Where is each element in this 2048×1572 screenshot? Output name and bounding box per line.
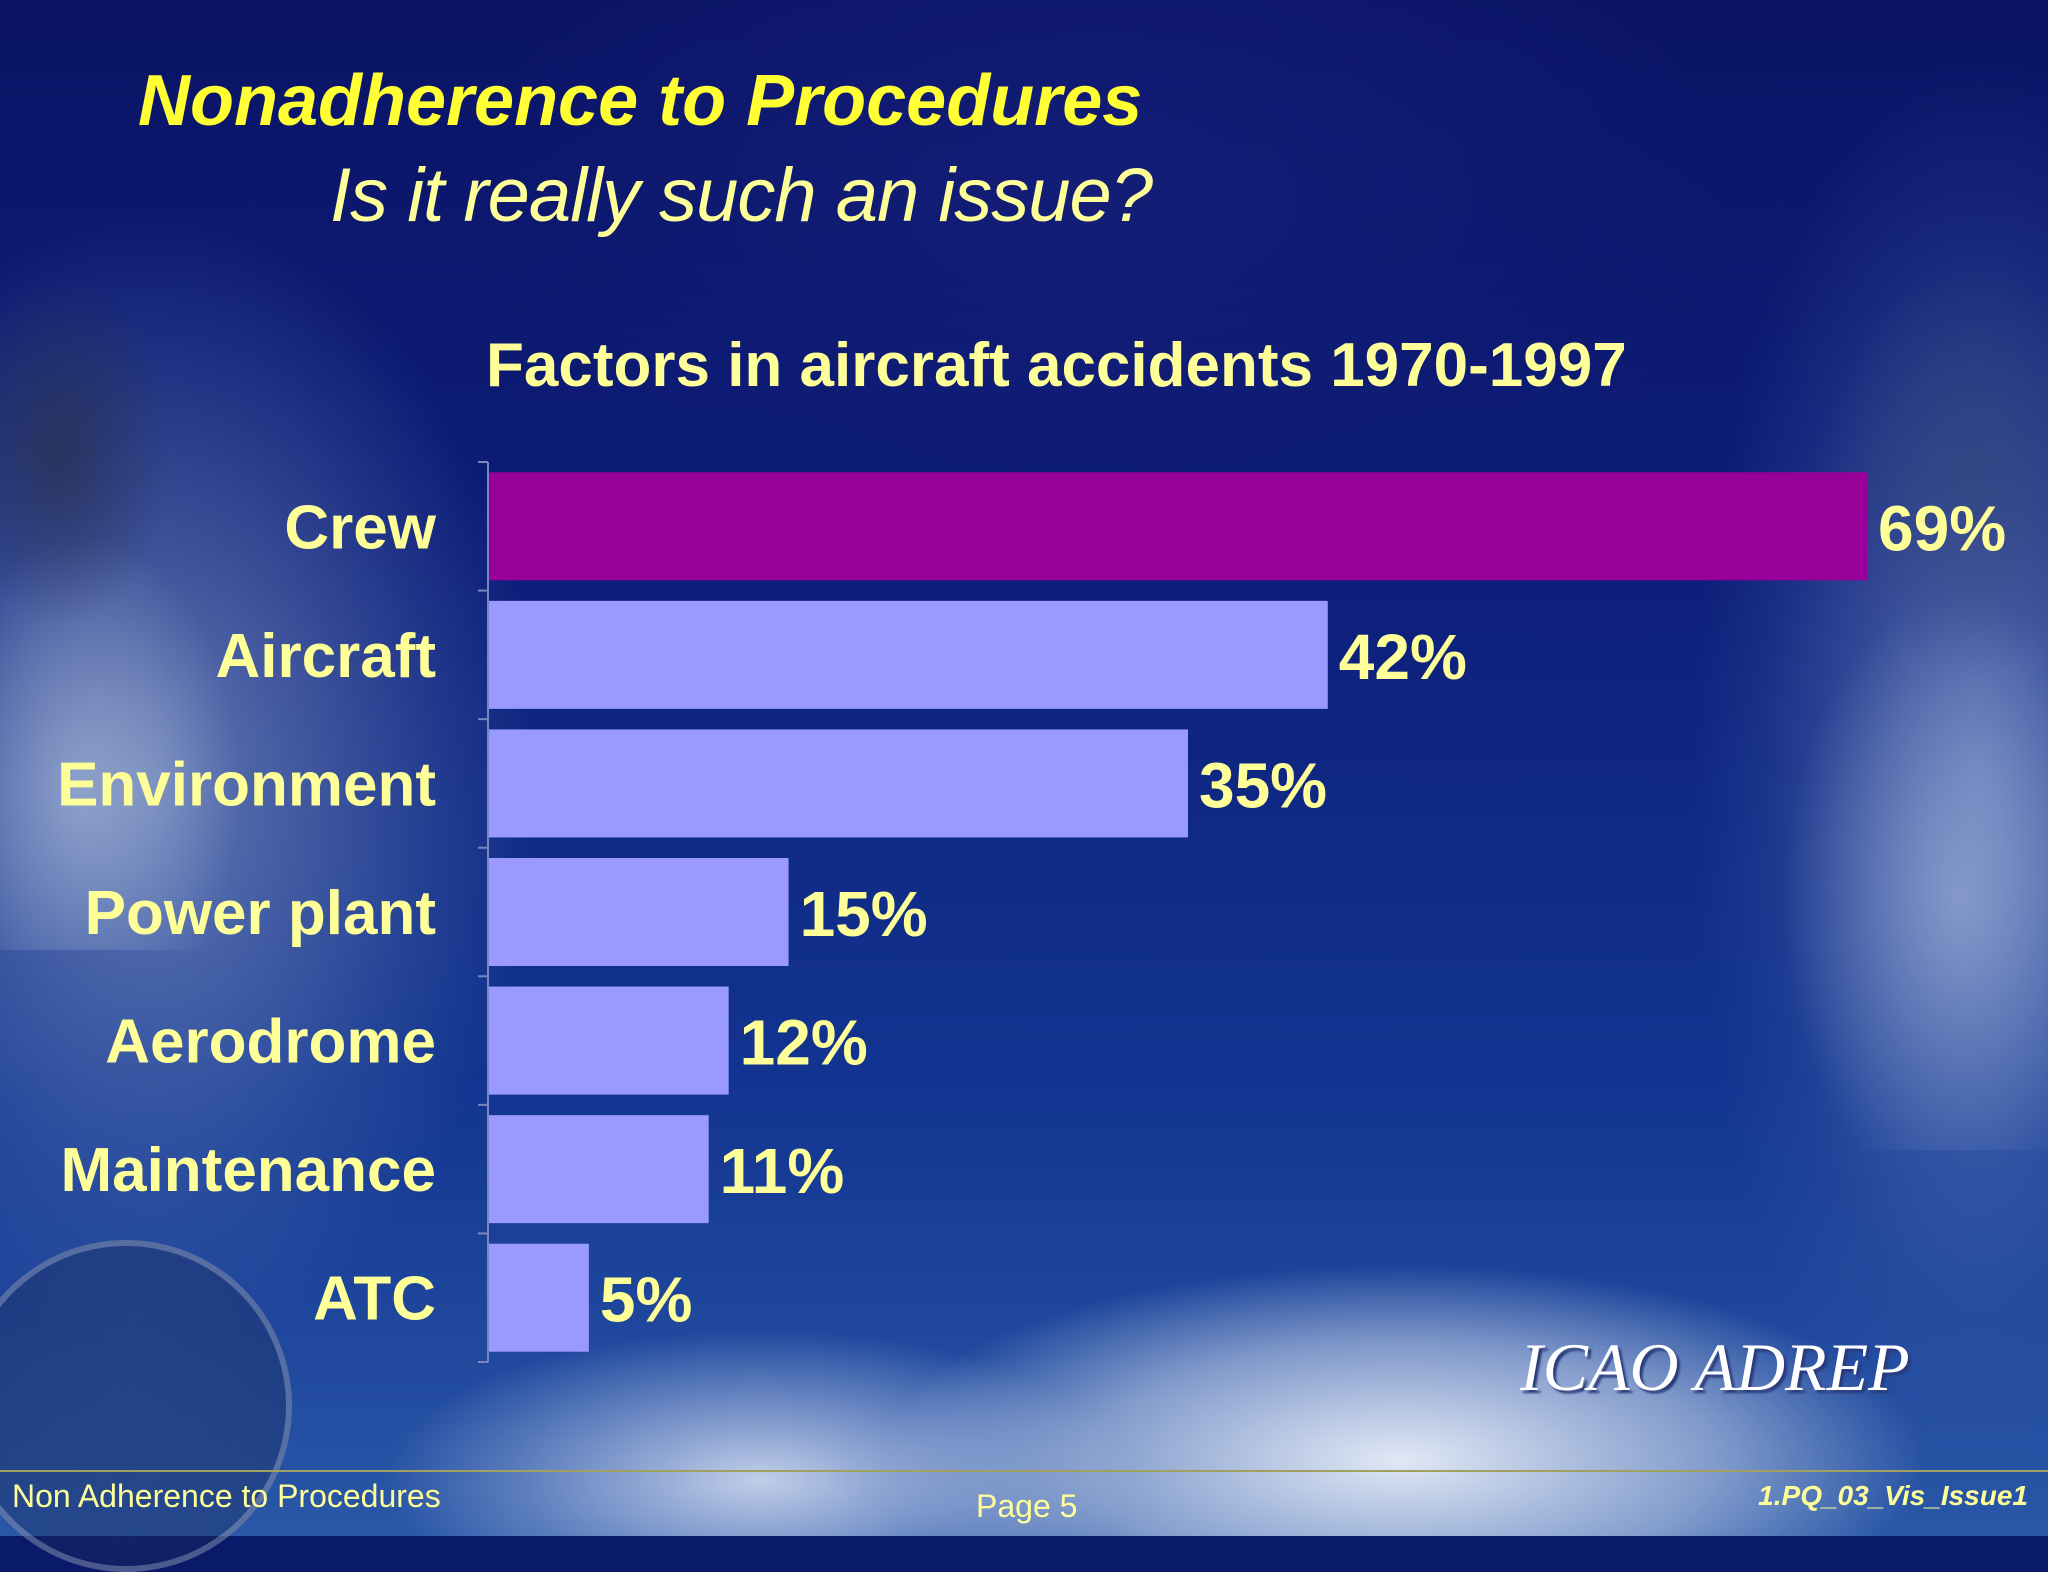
bar-atc xyxy=(489,1243,589,1352)
bar-environment xyxy=(489,729,1188,838)
category-label: Power plant xyxy=(85,879,436,948)
slide-title: Nonadherence to Procedures xyxy=(138,61,1143,141)
document-id: 1.PQ_03_Vis_Issue1 xyxy=(1758,1480,2028,1511)
category-label: Environment xyxy=(57,750,436,819)
category-label: Aircraft xyxy=(215,622,436,691)
page-number: Page 5 xyxy=(976,1488,1078,1524)
bar-aircraft xyxy=(489,600,1328,709)
bar-power-plant xyxy=(489,858,789,966)
category-label: Aerodrome xyxy=(105,1008,436,1077)
chart-axis xyxy=(478,461,489,1363)
pilot-left-photo xyxy=(0,230,260,950)
chart-bars xyxy=(489,472,1867,1352)
source-label: ICAO ADREP xyxy=(1520,1329,1910,1405)
bar-aerodrome xyxy=(489,986,729,1095)
value-label: 5% xyxy=(600,1264,693,1336)
value-label: 12% xyxy=(740,1007,868,1079)
footer-divider xyxy=(0,1470,2048,1472)
slide-subtitle: Is it really such an issue? xyxy=(330,153,1153,238)
category-label: ATC xyxy=(313,1265,436,1334)
pilot-right-photo xyxy=(1740,250,2048,1150)
chart-labels: Crew 69% Aircraft 42% Environment 35% Power pl… xyxy=(57,492,2006,1335)
chart-title: Factors in aircraft accidents 1970-1997 xyxy=(486,331,1627,400)
bar-crew xyxy=(489,472,1867,581)
value-label: 42% xyxy=(1339,621,1467,693)
value-label: 35% xyxy=(1199,749,1327,821)
bar-maintenance xyxy=(489,1115,709,1224)
value-label: 69% xyxy=(1878,492,2006,564)
value-label: 15% xyxy=(800,878,928,950)
category-label: Maintenance xyxy=(60,1136,436,1205)
category-label: Crew xyxy=(284,493,436,562)
bar-chart: Crew 69% Aircraft 42% Environment 35% Power pl… xyxy=(57,461,2006,1363)
footer-title: Non Adherence to Procedures xyxy=(12,1478,441,1514)
value-label: 11% xyxy=(720,1135,845,1207)
